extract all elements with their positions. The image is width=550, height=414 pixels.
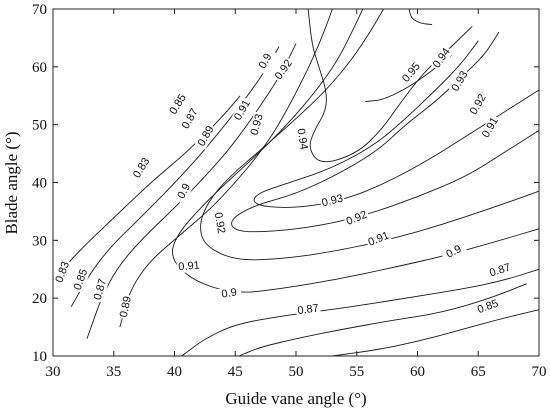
contour-label-mask: [52, 258, 73, 286]
contour-label-mask: [294, 126, 311, 152]
x-tick-label: 50: [289, 364, 304, 380]
contour-label-mask: [343, 208, 371, 229]
x-tick-label: 60: [410, 364, 425, 380]
contour-label-mask: [479, 114, 502, 141]
y-tick-label: 60: [32, 60, 47, 76]
contour-label-mask: [211, 210, 228, 236]
contour-label-mask: [71, 266, 91, 293]
x-ticks: 30 35 40 45 50 55 60 65 70: [46, 9, 547, 380]
main-contour-0-83-0: [52, 95, 241, 282]
x-axis-label: Guide vane angle (°): [225, 389, 366, 408]
contour-label-mask: [319, 192, 346, 210]
contour-label-mask: [430, 44, 454, 72]
contour-label-0-93: 0.93: [321, 193, 345, 210]
lower-contour-0-83-2: [332, 309, 540, 357]
contour-label-mask: [440, 240, 468, 263]
contour-label-mask: [173, 177, 196, 205]
main-contour-0-95-9: [365, 54, 452, 102]
main-contour-0-95-top-10: [408, 8, 433, 26]
contour-label-mask: [272, 56, 296, 83]
contour-label-mask: [117, 293, 135, 320]
contour-label-mask: [486, 260, 514, 280]
y-tick-label: 40: [32, 176, 47, 192]
contour-label-mask: [231, 96, 254, 124]
contour-label-0-85: 0.85: [72, 268, 91, 292]
main-contour-0-93-7: [253, 40, 540, 208]
contour-label-mask: [179, 105, 202, 133]
contour-label-mask: [399, 59, 424, 86]
x-tick-label: 30: [46, 364, 61, 380]
y-tick-label: 20: [32, 291, 47, 307]
contour-label-mask: [91, 276, 110, 303]
contour-label-mask: [216, 285, 242, 302]
main-contour-0-85-1: [70, 46, 280, 308]
main-contour-0-89-3: [119, 8, 333, 328]
x-tick-label: 65: [471, 364, 486, 380]
contour-label-0-83: 0.83: [53, 260, 72, 284]
y-ticks: 10 20 30 40 50 60 70: [32, 2, 539, 365]
x-tick-label: 55: [349, 364, 364, 380]
contour-label-mask: [295, 302, 321, 318]
contour-label-0-93: 0.93: [249, 113, 266, 137]
main-contour-0-9-4: [171, 8, 540, 293]
contour-label-mask: [166, 91, 190, 118]
contour-label-mask: [176, 259, 202, 274]
contour-label-0-91: 0.91: [178, 259, 200, 273]
contour-label-0-9: 0.9: [221, 287, 238, 301]
contour-label-mask: [130, 154, 154, 182]
contour-label-0-94: 0.94: [294, 128, 310, 151]
contour-labels: 0.830.830.850.850.870.870.890.890.90.90.…: [52, 44, 514, 320]
x-tick-label: 40: [167, 364, 182, 380]
x-tick-label: 70: [532, 364, 547, 380]
contour-label-0-89: 0.89: [118, 295, 134, 318]
contour-label-0-85: 0.85: [476, 298, 500, 317]
y-tick-label: 50: [32, 118, 47, 134]
y-axis-label: Blade angle (°): [2, 131, 21, 234]
contour-label-mask: [467, 91, 490, 118]
x-tick-label: 45: [228, 364, 243, 380]
contour-label-mask: [365, 229, 392, 250]
contour-label-0-87: 0.87: [297, 302, 320, 317]
lower-contour-0-85-1: [238, 283, 527, 357]
contour-label-mask: [254, 47, 277, 75]
y-tick-label: 10: [32, 349, 47, 365]
contour-lines: [52, 8, 540, 357]
contour-label-mask: [474, 297, 502, 317]
contour-label-mask: [194, 122, 218, 150]
contour-label-0-92: 0.92: [345, 209, 369, 228]
contour-label-0-87: 0.87: [488, 261, 512, 279]
contour-label-mask: [448, 67, 472, 95]
y-tick-label: 70: [32, 2, 47, 18]
y-tick-label: 30: [32, 233, 47, 249]
contour-label-0-87: 0.87: [92, 278, 109, 302]
contour-label-0-92: 0.92: [212, 211, 228, 234]
contour-label-0-91: 0.91: [366, 230, 390, 249]
x-tick-label: 35: [106, 364, 121, 380]
